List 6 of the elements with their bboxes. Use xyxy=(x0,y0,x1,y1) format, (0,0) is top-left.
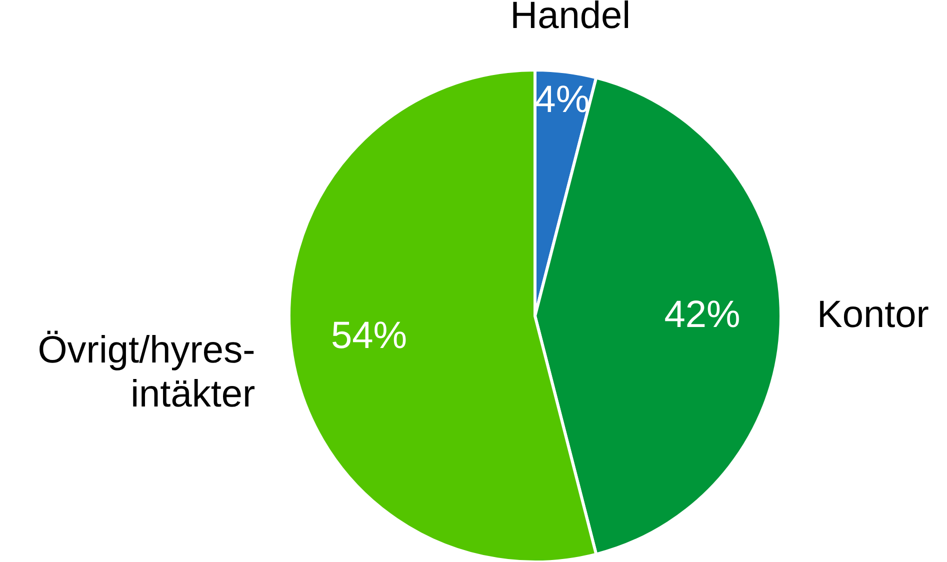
slice-label: Kontor xyxy=(817,294,930,336)
slice-label: Övrigt/hyres- intäkter xyxy=(38,329,256,416)
data-label: 42% xyxy=(664,294,740,336)
slice-label: Handel xyxy=(510,0,631,38)
data-label: 4% xyxy=(534,79,590,122)
data-label: 54% xyxy=(331,314,408,357)
